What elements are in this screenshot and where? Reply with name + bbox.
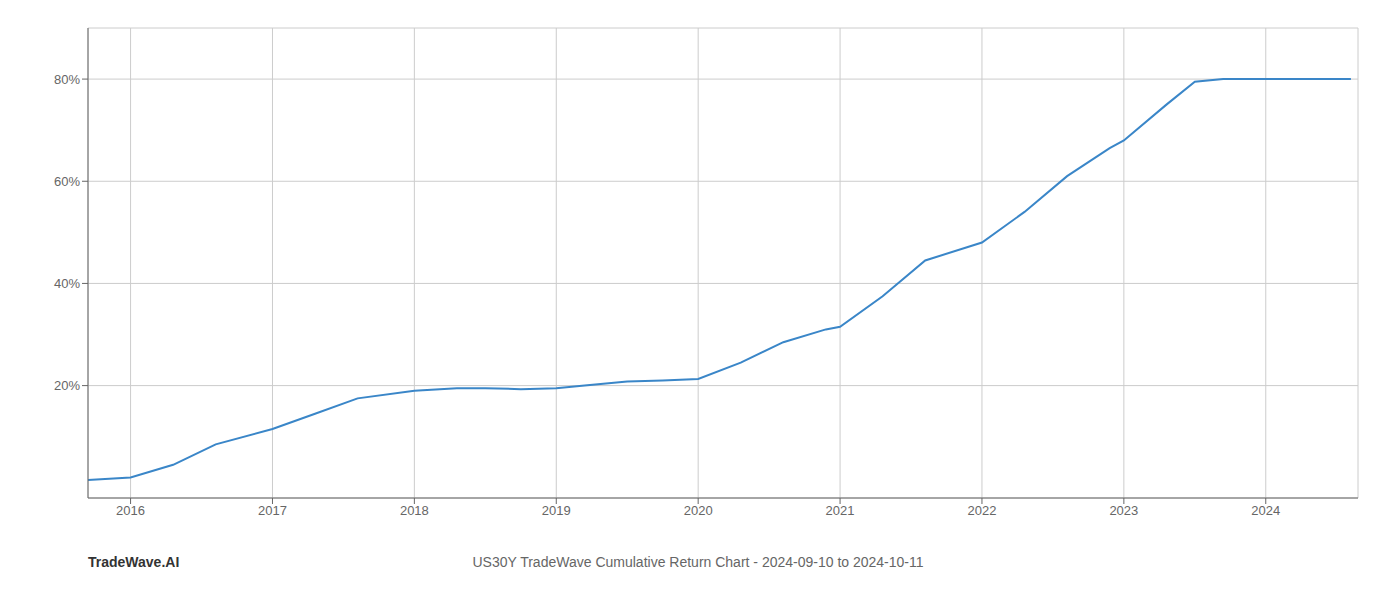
svg-text:60%: 60% bbox=[54, 174, 80, 189]
svg-text:2017: 2017 bbox=[258, 503, 287, 518]
svg-text:2020: 2020 bbox=[684, 503, 713, 518]
svg-text:2021: 2021 bbox=[826, 503, 855, 518]
svg-text:2018: 2018 bbox=[400, 503, 429, 518]
svg-text:2016: 2016 bbox=[116, 503, 145, 518]
svg-text:2022: 2022 bbox=[968, 503, 997, 518]
svg-text:2023: 2023 bbox=[1109, 503, 1138, 518]
svg-text:80%: 80% bbox=[54, 72, 80, 87]
svg-text:2024: 2024 bbox=[1251, 503, 1280, 518]
html-text:US30Y TradeWave Cumulative Ret: US30Y TradeWave Cumulative Return Chart … bbox=[472, 554, 924, 570]
html-text:TradeWave.AI: TradeWave.AI bbox=[88, 554, 180, 570]
svg-text:20%: 20% bbox=[54, 378, 80, 393]
svg-text:40%: 40% bbox=[54, 276, 80, 291]
svg-text:2019: 2019 bbox=[542, 503, 571, 518]
